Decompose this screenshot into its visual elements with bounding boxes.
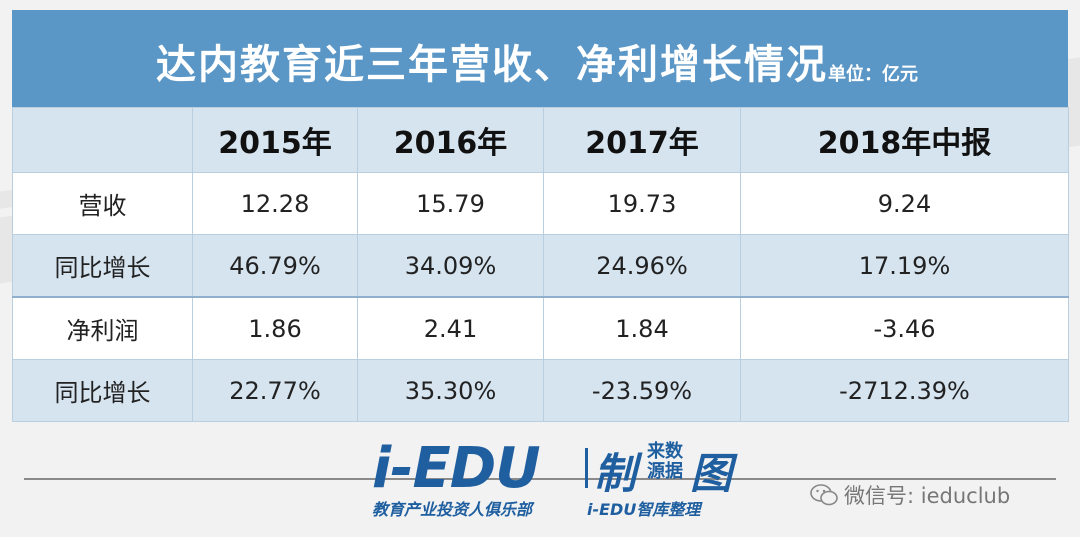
- table-cell: 24.96%: [543, 234, 741, 298]
- table-cell: 12.28: [192, 172, 358, 235]
- logo-zhi: 制: [594, 449, 637, 498]
- logo-source-label: 来数 源据: [647, 441, 683, 482]
- table-row-net-profit: 净利润 1.86 2.41 1.84 -3.46: [12, 296, 1069, 360]
- table-cell: 34.09%: [357, 234, 544, 298]
- table-cell: 22.77%: [192, 359, 358, 422]
- table-cell: -2712.39%: [740, 359, 1069, 422]
- table-cell: 19.73: [543, 172, 741, 235]
- logo-separator: [585, 448, 588, 488]
- row-label: 营收: [12, 172, 193, 235]
- table-cell: 17.19%: [740, 234, 1069, 298]
- table-row-revenue-growth: 同比增长 46.79% 34.09% 24.96% 17.19%: [12, 234, 1069, 298]
- row-label: 同比增长: [12, 234, 193, 298]
- header-cell-2015: 2015年: [192, 107, 358, 173]
- table-cell: 35.30%: [357, 359, 544, 422]
- logo-subtitle-source: i-EDU智库整理: [587, 500, 701, 519]
- table-cell: 1.86: [192, 296, 358, 360]
- table-cell: -3.46: [740, 296, 1069, 360]
- table-cell: 9.24: [740, 172, 1069, 235]
- header-cell-2017: 2017年: [543, 107, 741, 173]
- table-cell: 2.41: [357, 296, 544, 360]
- header-cell-empty: [12, 107, 193, 173]
- data-table: 2015年 2016年 2017年 2018年中报 营收 12.28 15.79…: [12, 107, 1069, 422]
- logo-wordmark: i-EDU: [372, 436, 541, 501]
- table-row-net-profit-growth: 同比增长 22.77% 35.30% -23.59% -2712.39%: [12, 359, 1069, 422]
- iedu-logo: i-EDU 制 来数 源据 图 教育产业投资人俱乐部 i-EDU智库整理: [372, 436, 742, 528]
- header-cell-2018h1: 2018年中报: [740, 107, 1069, 173]
- wechat-icon: [810, 484, 838, 506]
- row-label: 同比增长: [12, 359, 193, 422]
- logo-subtitle-club: 教育产业投资人俱乐部: [372, 500, 533, 519]
- table-row-revenue: 营收 12.28 15.79 19.73 9.24: [12, 172, 1069, 235]
- table-header-row: 2015年 2016年 2017年 2018年中报: [12, 107, 1069, 173]
- unit-label: 单位：亿元: [828, 64, 918, 85]
- wechat-id: 微信号: ieduclub: [844, 484, 1011, 508]
- table-cell: 46.79%: [192, 234, 358, 298]
- title-bar: 达内教育近三年营收、净利增长情况 单位：亿元: [12, 10, 1068, 107]
- table-cell: 1.84: [543, 296, 741, 360]
- table-cell: 15.79: [357, 172, 544, 235]
- chart-title: 达内教育近三年营收、净利增长情况: [156, 42, 828, 88]
- table-cell: -23.59%: [543, 359, 741, 422]
- row-label: 净利润: [12, 296, 193, 360]
- footer-divider: [24, 478, 1056, 480]
- table-card: 达内教育近三年营收、净利增长情况 单位：亿元 2015年 2016年 2017年…: [12, 10, 1069, 422]
- header-cell-2016: 2016年: [357, 107, 544, 173]
- logo-tu: 图: [690, 449, 733, 498]
